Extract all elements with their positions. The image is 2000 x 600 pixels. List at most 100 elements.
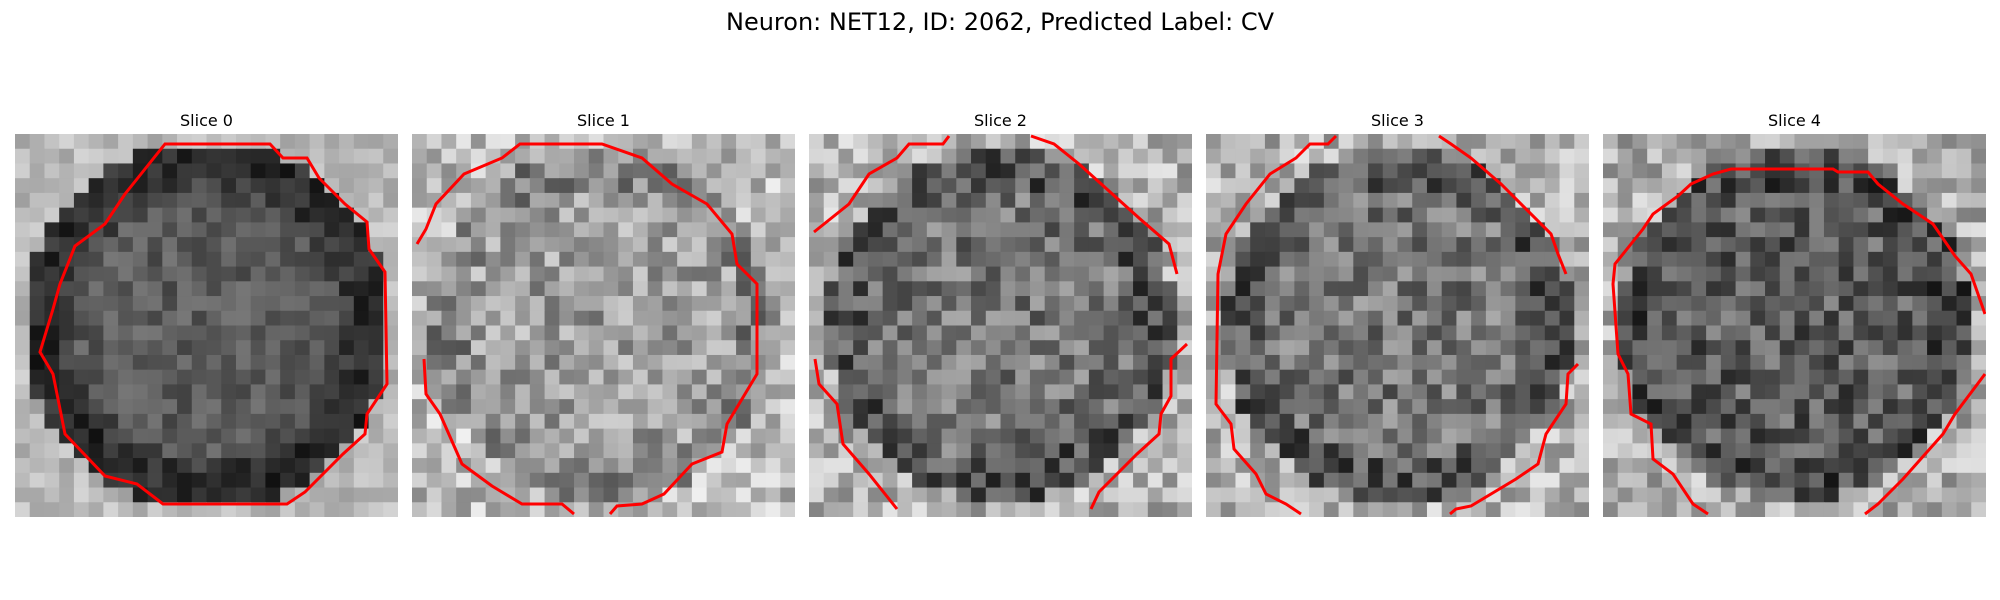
image-pixel xyxy=(1177,443,1192,459)
image-pixel xyxy=(265,487,281,503)
image-pixel xyxy=(1059,310,1075,326)
image-pixel xyxy=(15,237,31,253)
image-pixel xyxy=(1706,502,1722,517)
image-pixel xyxy=(441,340,457,356)
image-pixel xyxy=(1177,487,1192,503)
image-pixel xyxy=(1941,148,1958,164)
image-pixel xyxy=(1441,354,1457,371)
image-pixel xyxy=(368,266,384,282)
image-pixel xyxy=(147,428,163,444)
image-pixel xyxy=(1000,428,1016,444)
image-pixel xyxy=(1220,487,1236,503)
image-pixel xyxy=(1294,472,1310,489)
image-pixel xyxy=(88,399,104,415)
image-pixel xyxy=(574,281,590,297)
image-pixel xyxy=(618,192,634,209)
image-pixel xyxy=(1897,340,1913,356)
image-pixel xyxy=(1515,325,1531,341)
image-pixel xyxy=(1617,163,1633,179)
image-pixel xyxy=(1779,369,1795,385)
image-pixel xyxy=(162,369,178,385)
image-pixel xyxy=(250,281,266,297)
image-pixel xyxy=(632,384,649,400)
image-pixel xyxy=(1971,472,1986,489)
image-pixel xyxy=(1147,472,1164,489)
image-pixel xyxy=(1868,134,1884,150)
image-pixel xyxy=(544,134,560,150)
image-pixel xyxy=(853,266,869,282)
image-pixel xyxy=(1456,281,1472,297)
image-pixel xyxy=(1882,354,1899,371)
image-pixel xyxy=(500,281,516,297)
image-pixel xyxy=(1177,296,1192,312)
image-pixel xyxy=(574,413,590,430)
image-pixel xyxy=(1309,296,1325,312)
image-pixel xyxy=(1397,354,1413,371)
image-pixel xyxy=(1441,399,1457,415)
image-pixel xyxy=(1206,354,1222,371)
image-pixel xyxy=(750,502,767,517)
image-pixel xyxy=(662,325,678,341)
image-pixel xyxy=(1220,266,1236,282)
image-pixel xyxy=(1103,266,1119,282)
image-pixel xyxy=(1927,251,1943,268)
image-pixel xyxy=(1456,369,1472,385)
image-pixel xyxy=(1397,251,1413,268)
image-pixel xyxy=(1823,148,1840,164)
image-pixel xyxy=(1000,266,1016,282)
image-pixel xyxy=(1779,458,1795,474)
image-pixel xyxy=(1750,340,1766,356)
image-pixel xyxy=(1574,458,1589,474)
image-pixel xyxy=(177,251,193,268)
image-pixel xyxy=(235,354,252,371)
image-pixel xyxy=(1500,266,1516,282)
image-pixel xyxy=(280,178,296,194)
image-pixel xyxy=(383,472,398,489)
image-pixel xyxy=(1220,281,1236,297)
image-pixel xyxy=(632,443,649,459)
image-pixel xyxy=(1530,399,1546,415)
image-pixel xyxy=(1500,178,1516,194)
image-pixel xyxy=(309,207,325,223)
image-pixel xyxy=(147,281,163,297)
image-pixel xyxy=(368,458,384,474)
image-pixel xyxy=(1912,251,1928,268)
image-pixel xyxy=(588,458,604,474)
segmentation-contour xyxy=(813,135,951,234)
image-pixel xyxy=(1368,310,1384,326)
image-pixel xyxy=(603,369,619,385)
image-pixel xyxy=(1500,384,1516,400)
image-pixel xyxy=(647,281,663,297)
image-pixel xyxy=(1353,266,1369,282)
image-pixel xyxy=(1133,428,1149,444)
slice-panel-2: Slice 2 xyxy=(809,108,1192,517)
image-pixel xyxy=(470,443,487,459)
image-pixel xyxy=(1838,354,1854,371)
image-pixel xyxy=(470,487,487,503)
image-pixel xyxy=(721,443,737,459)
image-pixel xyxy=(1515,502,1531,517)
image-pixel xyxy=(235,281,252,297)
image-pixel xyxy=(941,266,957,282)
image-pixel xyxy=(280,502,296,517)
image-pixel xyxy=(736,148,752,164)
image-pixel xyxy=(1368,325,1384,341)
image-pixel xyxy=(1074,222,1090,238)
image-pixel xyxy=(500,310,516,326)
image-pixel xyxy=(1220,148,1236,164)
image-pixel xyxy=(1177,458,1192,474)
image-pixel xyxy=(1868,369,1884,385)
image-pixel xyxy=(956,340,972,356)
image-pixel xyxy=(1927,458,1943,474)
image-pixel xyxy=(1220,502,1236,517)
image-pixel xyxy=(1897,458,1913,474)
image-pixel xyxy=(235,428,252,444)
image-pixel xyxy=(838,354,854,371)
image-pixel xyxy=(882,443,898,459)
image-pixel xyxy=(1103,428,1119,444)
image-pixel xyxy=(1294,237,1310,253)
image-pixel xyxy=(677,413,693,430)
image-pixel xyxy=(1220,325,1236,341)
image-pixel xyxy=(1765,178,1781,194)
image-pixel xyxy=(59,443,75,459)
